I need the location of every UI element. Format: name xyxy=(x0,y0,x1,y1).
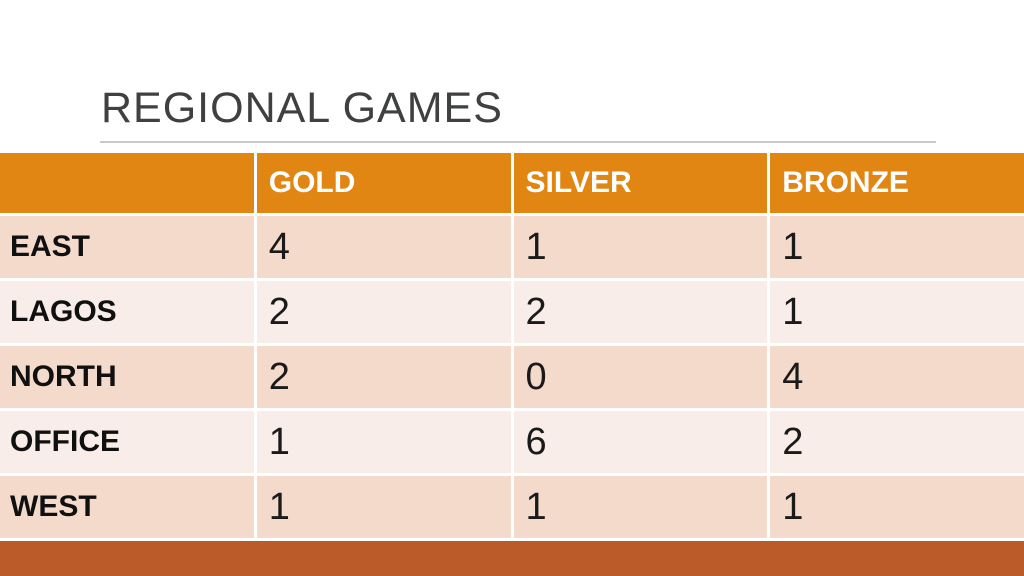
row-lagos-bronze: 1 xyxy=(770,281,1024,343)
row-west-label: WEST xyxy=(0,476,254,538)
row-lagos-label: LAGOS xyxy=(0,281,254,343)
footer-bar xyxy=(0,541,1024,576)
header-cell-silver: SILVER xyxy=(513,153,768,213)
slide-title: REGIONAL GAMES xyxy=(101,84,503,132)
row-north-bronze: 4 xyxy=(770,346,1024,408)
row-west-gold: 1 xyxy=(256,476,511,538)
row-west-silver: 1 xyxy=(513,476,768,538)
row-office-label: OFFICE xyxy=(0,411,254,473)
row-east-bronze: 1 xyxy=(770,216,1024,278)
row-west-bronze: 1 xyxy=(770,476,1024,538)
header-cell-gold: GOLD xyxy=(256,153,511,213)
title-divider xyxy=(100,141,936,143)
row-east-silver: 1 xyxy=(513,216,768,278)
row-office-silver: 6 xyxy=(513,411,768,473)
row-east-gold: 4 xyxy=(256,216,511,278)
row-east-label: EAST xyxy=(0,216,254,278)
row-lagos-silver: 2 xyxy=(513,281,768,343)
row-north-gold: 2 xyxy=(256,346,511,408)
header-cell-region xyxy=(0,153,254,213)
header-cell-bronze: BRONZE xyxy=(770,153,1024,213)
row-office-gold: 1 xyxy=(256,411,511,473)
row-office-bronze: 2 xyxy=(770,411,1024,473)
row-lagos-gold: 2 xyxy=(256,281,511,343)
medal-table: GOLD SILVER BRONZE EAST 4 1 1 LAGOS 2 2 … xyxy=(0,153,1024,538)
row-north-label: NORTH xyxy=(0,346,254,408)
row-north-silver: 0 xyxy=(513,346,768,408)
